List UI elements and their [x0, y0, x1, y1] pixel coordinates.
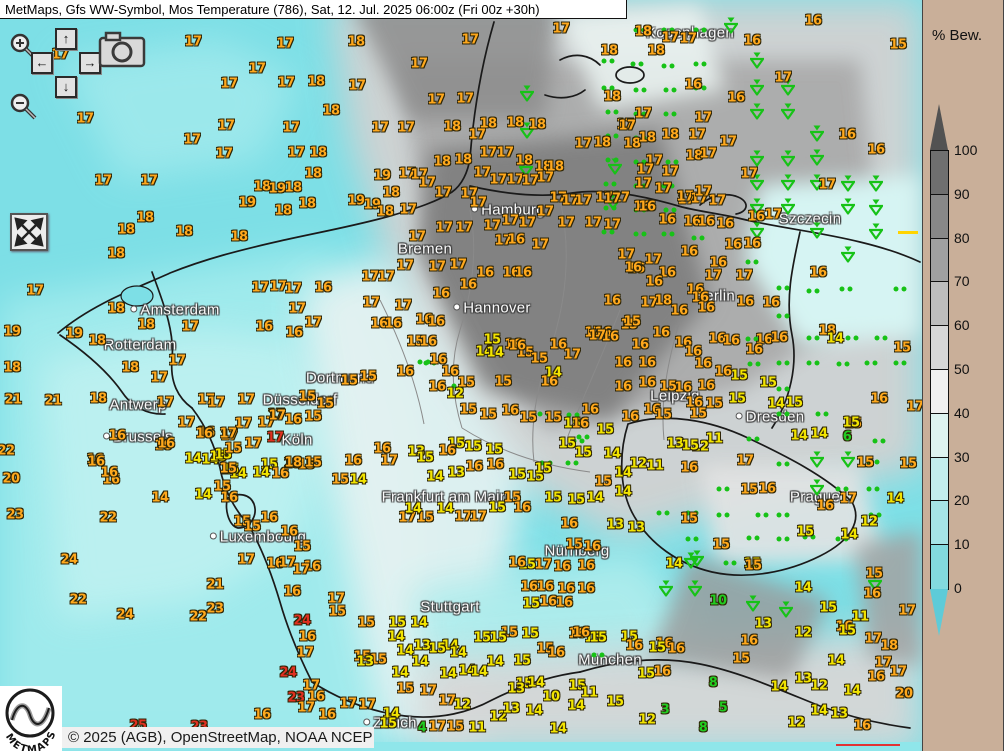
metmaps-logo: METMAPS — [0, 686, 62, 751]
zoom-in-button[interactable] — [8, 32, 38, 62]
arrow-down-icon: ↓ — [62, 79, 70, 94]
pan-right-button[interactable]: → — [79, 52, 101, 74]
legend-tick-label: 10 — [954, 536, 970, 553]
legend-tick-label: 60 — [954, 317, 970, 334]
legend-tick-label: 0 — [954, 580, 962, 596]
legend-segment — [931, 238, 948, 283]
legend-tick-label: 70 — [954, 273, 970, 290]
fullscreen-button[interactable] — [10, 213, 48, 251]
fullscreen-icon — [14, 217, 44, 247]
legend-segment — [931, 457, 948, 502]
legend-tick-label: 50 — [954, 361, 970, 377]
legend-segment — [931, 413, 948, 458]
snapshot-button[interactable] — [98, 30, 146, 68]
legend-segment — [931, 151, 948, 195]
zoom-out-button[interactable] — [8, 92, 38, 122]
legend-tick-label: 30 — [954, 448, 970, 465]
pan-up-button[interactable]: ↑ — [55, 28, 77, 50]
legend-sidebar: % Bew. 100 90 80 70 60 50 40 30 20 10 0 — [922, 0, 1004, 751]
legend-segment — [931, 326, 948, 370]
attribution-text: © 2025 (AGB), OpenStreetMap, NOAA NCEP — [68, 729, 373, 746]
legend-arrow-top — [930, 104, 948, 150]
legend-segment — [931, 545, 948, 589]
legend-segment — [931, 282, 948, 327]
legend-segment — [931, 369, 948, 414]
pan-down-button[interactable]: ↓ — [55, 76, 77, 98]
arrow-right-icon: → — [83, 55, 97, 70]
arrow-left-icon: ← — [35, 55, 49, 70]
arrow-up-icon: ↑ — [62, 31, 70, 46]
legend-tick-label: 20 — [954, 492, 970, 509]
legend-segment — [931, 194, 948, 239]
legend-tick-label: 40 — [954, 404, 970, 421]
camera-icon — [98, 31, 146, 68]
map-title: MetMaps, Gfs WW-Symbol, Mos Temperature … — [5, 2, 540, 17]
legend-tick-label: 90 — [954, 185, 970, 202]
pan-left-button[interactable]: ← — [31, 52, 53, 74]
attribution-bar: © 2025 (AGB), OpenStreetMap, NOAA NCEP — [62, 727, 374, 748]
metmaps-logo-icon: METMAPS — [3, 688, 57, 751]
legend-title: % Bew. — [932, 27, 983, 44]
legend-arrow-bottom — [930, 589, 948, 636]
map-title-bar: MetMaps, Gfs WW-Symbol, Mos Temperature … — [0, 0, 627, 19]
legend-colorbar — [930, 150, 949, 590]
legend-segment — [931, 501, 948, 546]
zoom-out-icon — [10, 93, 37, 120]
map-canvas[interactable]: Kopenhagen Szczecin Amsterdam Rotterdam Antw… — [0, 0, 922, 751]
zoom-in-icon — [10, 33, 37, 60]
legend-tick-label: 100 — [954, 142, 978, 158]
legend-tick-label: 80 — [954, 229, 970, 246]
map-background — [0, 0, 922, 751]
